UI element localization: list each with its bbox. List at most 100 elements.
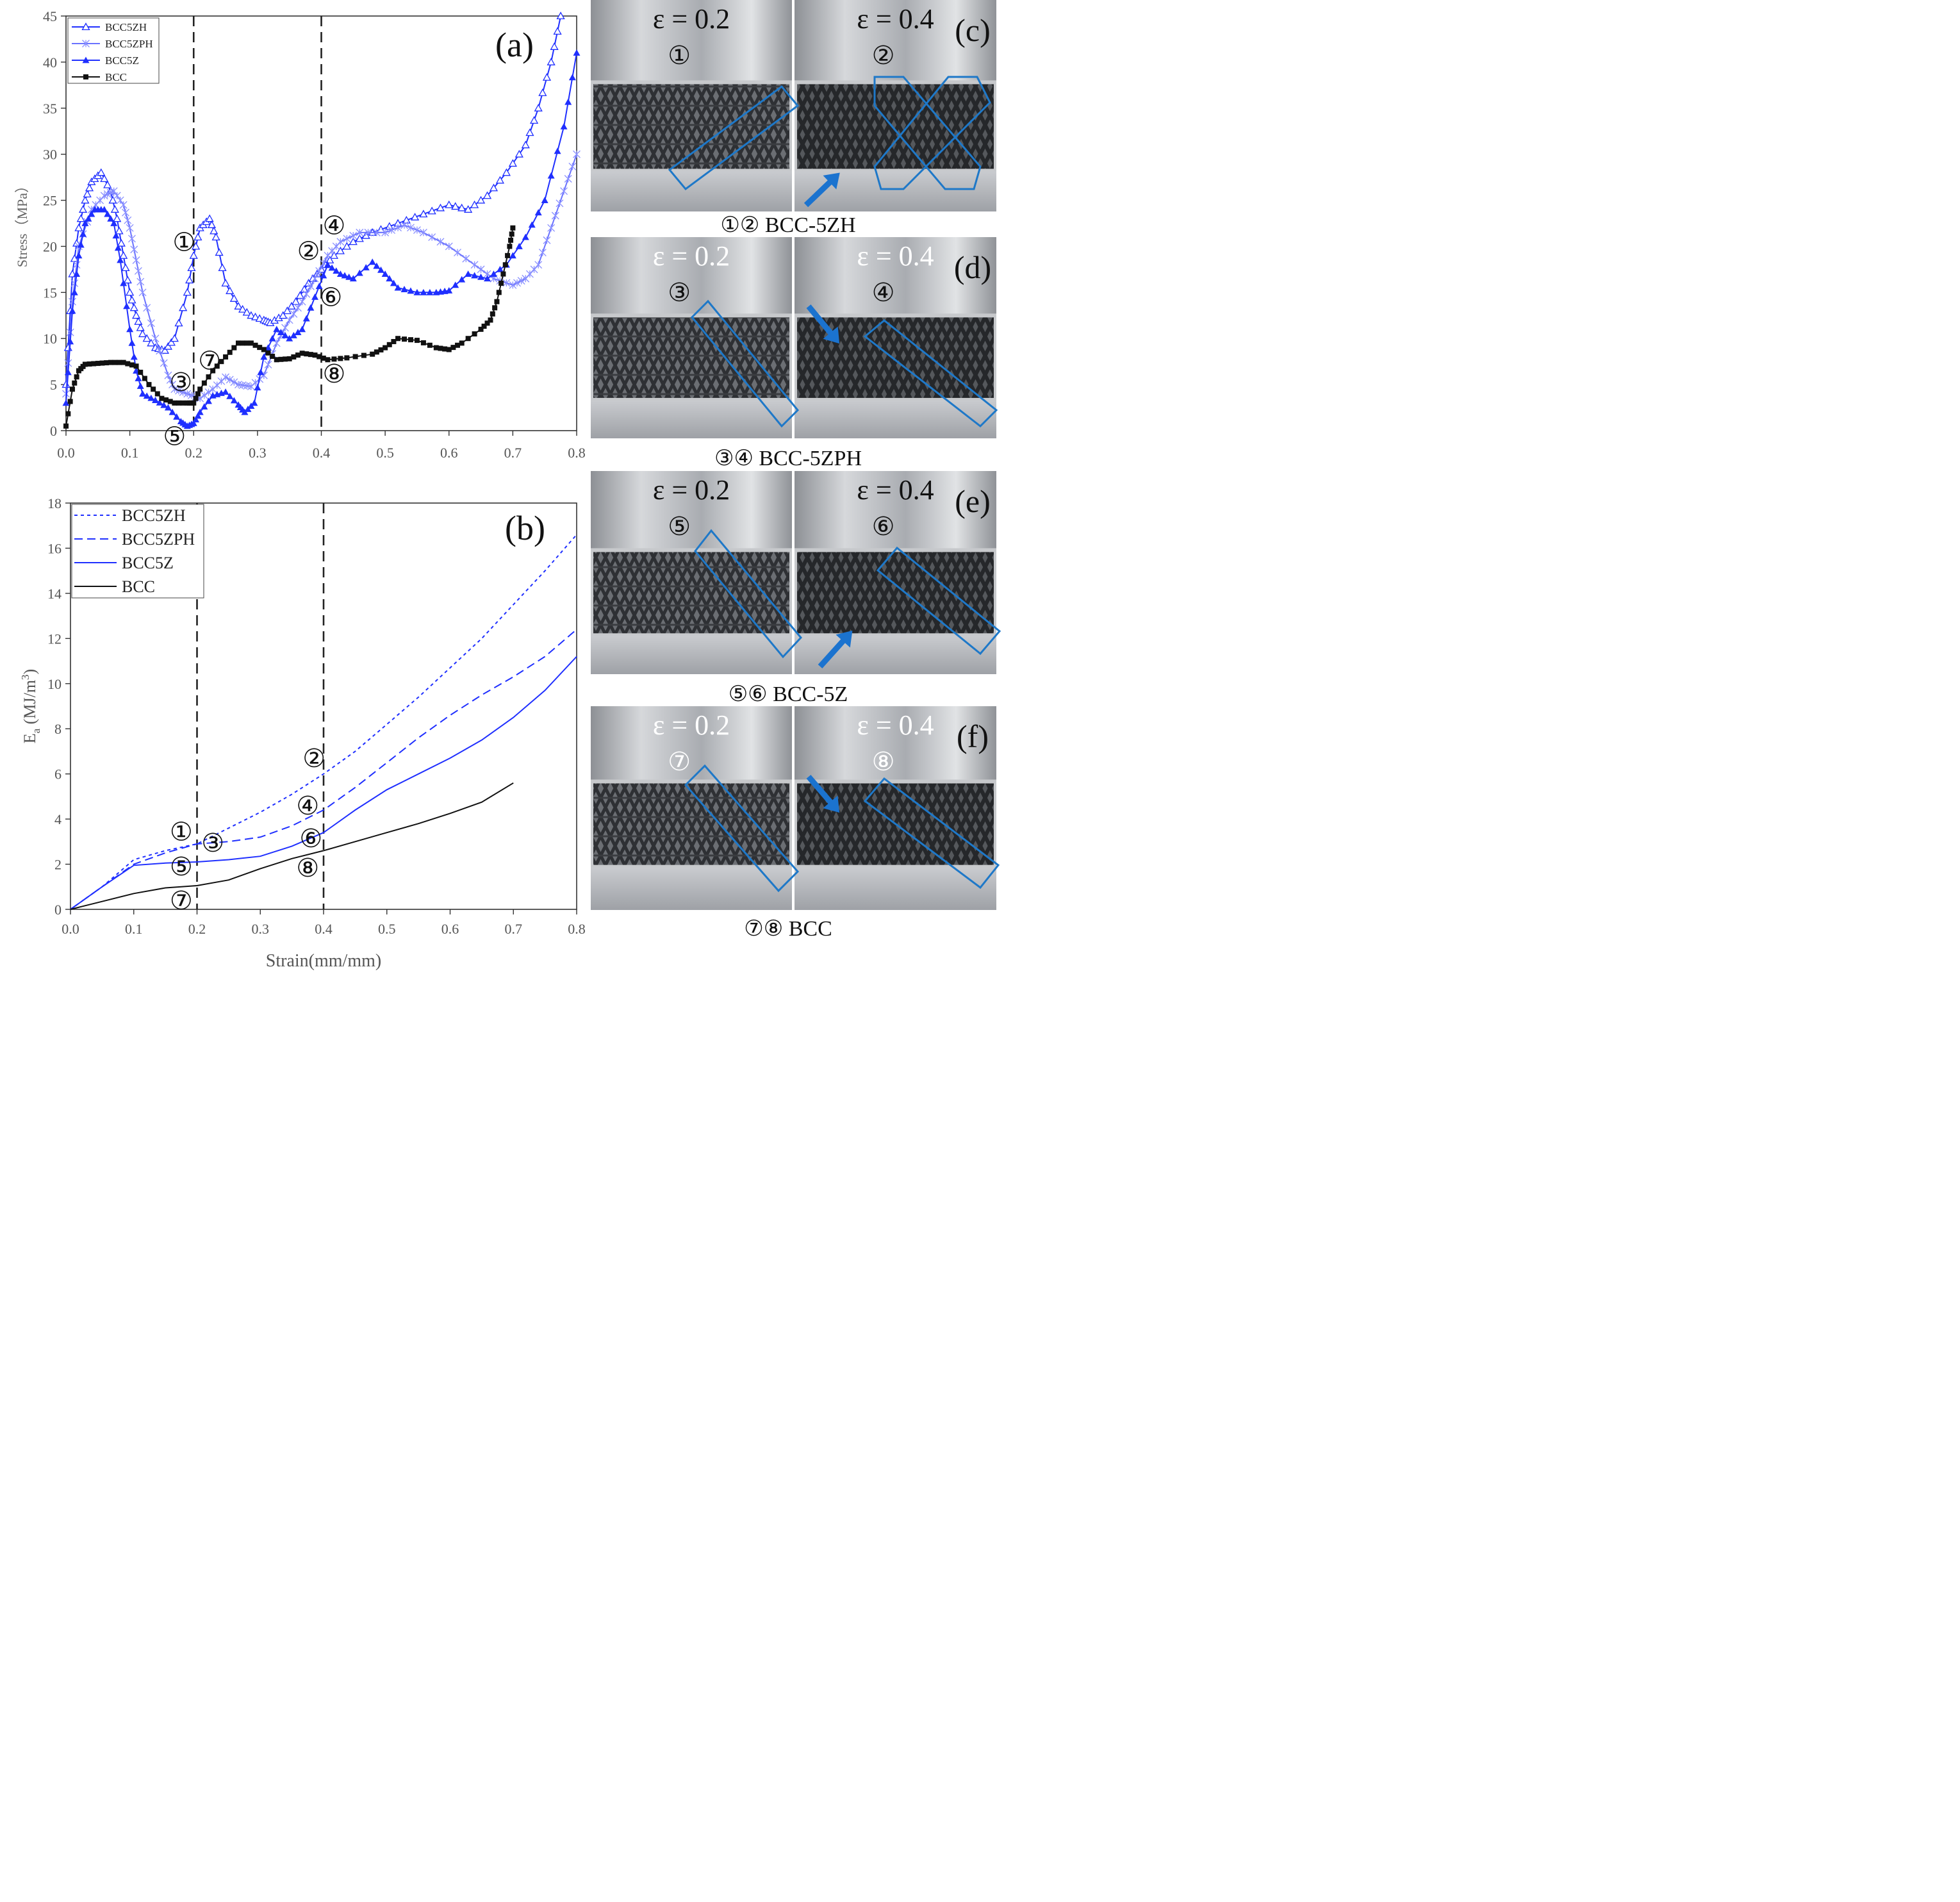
point-BCC5Z [277, 329, 284, 336]
point-BCC5ZH [194, 233, 202, 241]
lattice-specimen [797, 84, 994, 169]
point-BCC5Z [496, 265, 504, 272]
x-tick-label: 0.0 [62, 921, 79, 937]
point-BCC5ZPH [147, 319, 155, 327]
point-BCC5ZPH [400, 221, 408, 229]
circled-marker-label: ③ [201, 829, 224, 857]
point-BCC5Z [130, 353, 138, 360]
point-BCC [278, 356, 284, 362]
point-BCC5ZPH [551, 211, 559, 220]
point-BCC5Z [307, 304, 315, 311]
point-BCC [344, 355, 350, 361]
point-BCC5ZPH [407, 224, 415, 232]
point-BCC5ZH [189, 251, 198, 259]
point-BCC5ZPH [556, 199, 564, 208]
point-BCC5ZPH [128, 235, 136, 243]
point-BCC5ZH [553, 27, 562, 35]
point-BCC [117, 360, 122, 365]
point-BCC [494, 299, 500, 304]
point-BCC5ZPH [568, 162, 577, 170]
point-BCC [104, 360, 110, 366]
point-BCC5Z [356, 269, 363, 276]
point-BCC [99, 360, 105, 366]
legend-marker-BCC [83, 74, 88, 79]
point-BCC5ZPH [264, 360, 272, 368]
point-BCC5ZH [445, 200, 454, 208]
point-BCC5ZH [355, 234, 364, 242]
point-BCC5ZPH [564, 175, 572, 183]
point-BCC5Z [107, 215, 115, 222]
point-BCC [231, 345, 237, 351]
point-BCC5ZPH [126, 224, 134, 232]
panel-b-annotations: ① ② ③ ④ ⑤ ⑥ ⑦ ⑧ [170, 744, 325, 915]
point-BCC5ZH [163, 342, 173, 350]
y-tick-label: 45 [43, 8, 57, 24]
point-BCC [86, 361, 92, 367]
point-BCC5ZH [83, 190, 92, 198]
point-BCC [502, 262, 508, 268]
point-BCC [442, 346, 448, 352]
point-BCC5Z [151, 397, 159, 403]
point-BCC5ZPH [462, 254, 470, 263]
point-BCC5Z [341, 272, 349, 279]
circled-marker-label: ③ [169, 368, 192, 397]
point-BCC5ZPH [538, 249, 547, 256]
point-BCC [331, 356, 337, 362]
point-BCC5ZH [329, 251, 339, 259]
y-tick-label: 35 [43, 101, 57, 117]
point-BCC [496, 290, 502, 295]
strain-label: ε = 0.2 [653, 240, 730, 272]
point-BCC5ZH [129, 303, 138, 311]
point-BCC5ZH [121, 263, 130, 272]
circled-marker-label: ④ [322, 211, 345, 240]
point-BCC5ZH [295, 291, 304, 299]
point-BCC [408, 337, 413, 343]
point-BCC5ZH [170, 334, 179, 342]
point-BCC5ZPH [222, 373, 230, 381]
point-BCC [383, 345, 388, 351]
upper-platen [591, 706, 792, 780]
point-BCC [261, 347, 267, 352]
point-BCC5ZPH [419, 228, 427, 236]
series-line-BCC5ZH [65, 15, 562, 385]
point-BCC5Z [64, 368, 72, 376]
circled-marker-label: ⑦ [198, 347, 221, 376]
point-BCC5ZH [547, 58, 556, 65]
point-BCC5Z [471, 272, 479, 279]
point-BCC5Z [290, 331, 297, 338]
y-tick-label: 0 [54, 902, 62, 918]
point-BCC5ZH [342, 242, 351, 250]
point-BCC5Z [139, 390, 147, 397]
point-BCC5ZPH [349, 231, 358, 240]
point-BCC5ZPH [285, 316, 293, 324]
arrow-head-icon [823, 795, 840, 813]
point-BCC5ZH [76, 214, 85, 222]
point-BCC [223, 354, 229, 360]
point-BCC5Z [164, 404, 172, 411]
point-BCC5ZH [482, 191, 492, 199]
point-BCC5Z [88, 210, 95, 217]
point-BCC5ZPH [302, 290, 311, 298]
point-BCC5Z [445, 286, 453, 294]
point-BCC5ZH [325, 256, 334, 264]
panel-b-x-axis-label: Strain(mm/mm) [266, 951, 381, 971]
legend-label: BCC [122, 577, 155, 596]
point-BCC5ZPH [119, 201, 128, 209]
point-BCC5ZH [174, 318, 183, 327]
point-BCC [244, 340, 250, 346]
point-BCC5ZH [123, 276, 132, 284]
point-BCC [206, 374, 211, 380]
point-BCC5ZPH [543, 236, 551, 244]
point-BCC [361, 352, 366, 358]
point-BCC5Z [420, 288, 427, 295]
point-BCC5Z [67, 338, 74, 345]
photo-panel-d: ε = 0.2 ③ ε = 0.4 ④ (d) ③④ BCC-5ZPH [591, 237, 998, 470]
point-BCC5ZH [205, 214, 214, 222]
lattice-specimen [593, 552, 789, 634]
point-BCC5Z [173, 413, 181, 420]
point-BCC5Z [222, 388, 229, 395]
strain-label: ε = 0.2 [653, 3, 730, 35]
point-BCC [320, 355, 326, 361]
point-BCC5Z [230, 397, 238, 404]
point-BCC [433, 345, 439, 351]
